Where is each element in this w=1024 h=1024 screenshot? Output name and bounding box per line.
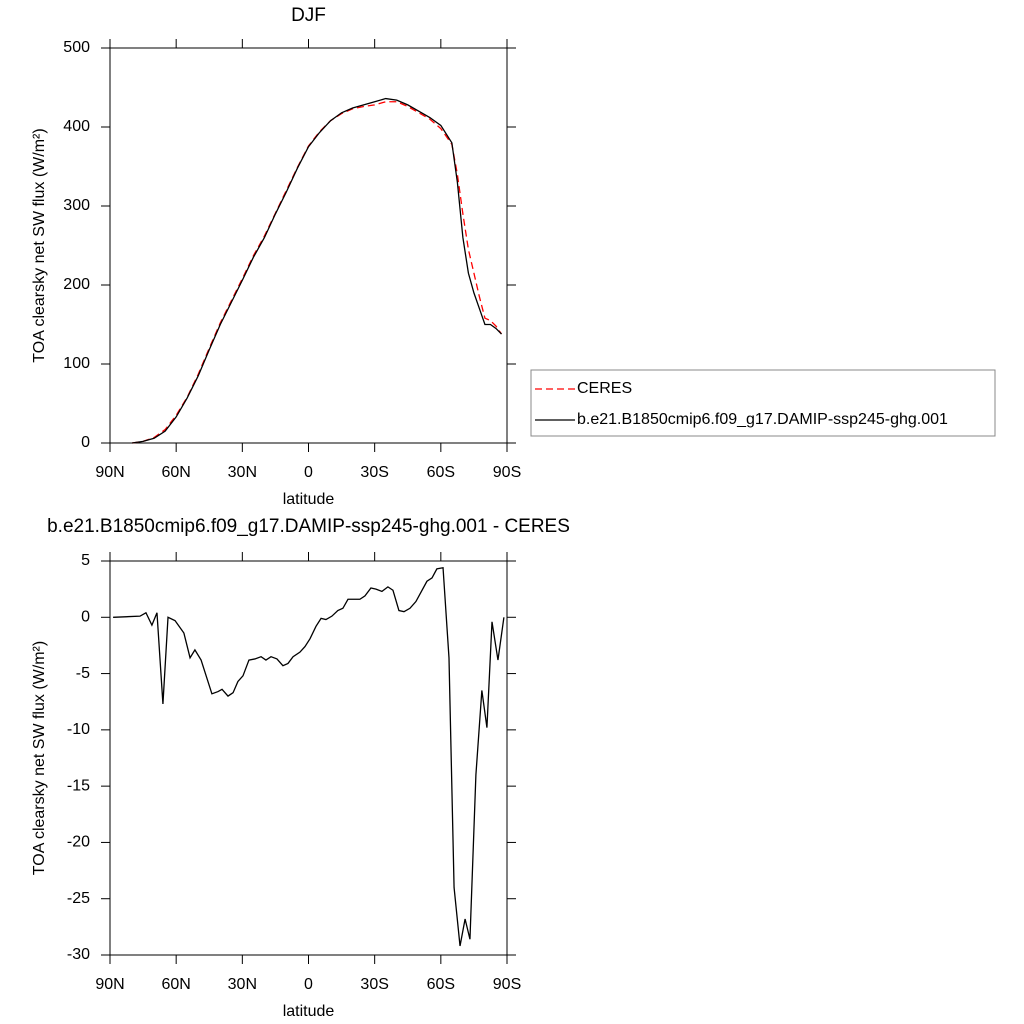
y-tick-label: 500: [63, 39, 90, 56]
chart-title: DJF: [291, 5, 326, 26]
data-line: [113, 566, 505, 947]
x-tick-label: 30S: [360, 464, 388, 481]
plot-frame: [109, 560, 508, 956]
x-tick-label: 30N: [228, 976, 257, 993]
x-tick-label: 30S: [360, 976, 388, 993]
y-tick-label: 0: [81, 434, 90, 451]
x-tick-label: 90N: [95, 464, 124, 481]
y-tick-label: 300: [63, 197, 90, 214]
x-axis-label: latitude: [283, 491, 335, 508]
y-tick-label: 400: [63, 118, 90, 135]
legend-box: [530, 369, 996, 437]
x-tick-label: 60S: [427, 464, 455, 481]
y-axis-label: TOA clearsky net SW flux (W/m²): [31, 128, 48, 362]
y-tick-label: 5: [81, 552, 90, 569]
x-tick-label: 90N: [95, 976, 124, 993]
y-tick-label: -15: [67, 777, 90, 794]
x-tick-label: 0: [304, 976, 313, 993]
x-axis-label: latitude: [283, 1003, 335, 1020]
y-tick-label: 200: [63, 276, 90, 293]
chart-title: b.e21.B1850cmip6.f09_g17.DAMIP-ssp245-gh…: [47, 516, 570, 537]
plot-frame: [109, 47, 508, 444]
x-tick-label: 60S: [427, 976, 455, 993]
y-axis-label: TOA clearsky net SW flux (W/m²): [31, 641, 48, 875]
x-tick-label: 90S: [493, 976, 521, 993]
x-tick-label: 90S: [493, 464, 521, 481]
y-tick-label: -20: [67, 834, 90, 851]
y-tick-label: -10: [67, 721, 90, 738]
x-tick-label: 0: [304, 464, 313, 481]
x-tick-label: 60N: [161, 976, 190, 993]
y-tick-label: -30: [67, 946, 90, 963]
y-tick-label: 100: [63, 355, 90, 372]
y-tick-label: 0: [81, 609, 90, 626]
y-tick-label: -5: [76, 665, 90, 682]
x-tick-label: 60N: [161, 464, 190, 481]
y-tick-label: -25: [67, 890, 90, 907]
legend-label: b.e21.B1850cmip6.f09_g17.DAMIP-ssp245-gh…: [577, 411, 948, 428]
data-line: [131, 101, 503, 444]
x-tick-label: 30N: [228, 464, 257, 481]
data-line: [131, 97, 502, 444]
legend-label: CERES: [577, 380, 632, 397]
